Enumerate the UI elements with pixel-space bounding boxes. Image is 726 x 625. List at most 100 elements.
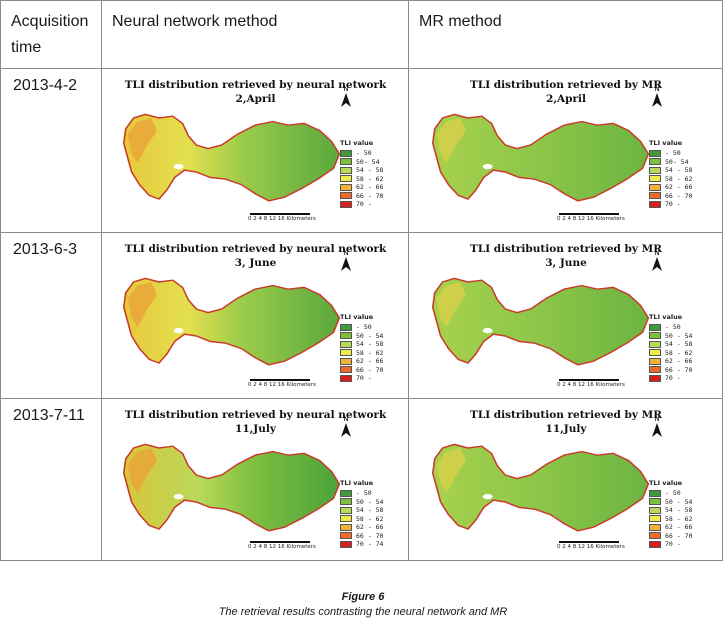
legend-label: 66 - 70: [665, 531, 693, 540]
legend-item: 66 - 70: [649, 532, 692, 541]
tli-legend: TLI value - 50 50 - 54 54 - 58 58 - 62 62 - …: [649, 313, 692, 383]
legend-item: - 50: [340, 323, 383, 332]
legend-label: 62 - 66: [665, 357, 693, 366]
legend-swatch: [649, 158, 661, 166]
legend-label: 50- 54: [665, 157, 689, 166]
legend-title: TLI value: [340, 139, 374, 147]
legend-label: 70 -: [665, 200, 681, 209]
high-tli-patch: [436, 118, 467, 163]
legend-swatch: [649, 540, 661, 548]
legend-label: 50 - 54: [665, 331, 693, 340]
legend-item: 58 - 62: [340, 175, 383, 184]
legend-label: 62 - 66: [356, 523, 384, 532]
legend-swatch: [649, 523, 661, 531]
island: [482, 163, 493, 170]
legend-item: 70 -: [649, 374, 692, 383]
legend-label: 50 - 54: [665, 497, 693, 506]
header-time-line2: time: [11, 39, 42, 56]
map-title: TLI distribution retrieved by neural net…: [124, 409, 387, 421]
map-date: 3, June: [234, 257, 277, 269]
legend-swatch: [649, 374, 661, 382]
legend-label: 62 - 66: [665, 523, 693, 532]
legend-swatch: [649, 498, 661, 506]
legend-swatch: [649, 332, 661, 340]
map-date: 11,July: [235, 423, 276, 435]
legend-item: 70 -: [649, 200, 692, 209]
legend-label: 66 - 70: [665, 365, 693, 374]
legend-item: 66 - 70: [340, 532, 383, 541]
legend-label: 70 -: [665, 540, 681, 549]
legend-item: 62 - 66: [340, 357, 383, 366]
north-arrow-icon: [652, 257, 662, 271]
legend-item: 66 - 70: [649, 366, 692, 375]
map-cell-mr: N TLI distribution retrieved by MR 11,July…: [408, 398, 723, 561]
map-title: TLI distribution retrieved by MR: [470, 409, 662, 421]
map-title: TLI distribution retrieved by neural net…: [124, 243, 387, 255]
legend-swatch: [340, 323, 352, 331]
row-date-cell: 2013-6-3: [0, 232, 102, 399]
tli-map: N: [122, 415, 351, 543]
legend-item: 70 -: [340, 374, 383, 383]
legend-label: 62 - 66: [356, 357, 384, 366]
legend-swatch: [340, 489, 352, 497]
map-title: TLI distribution retrieved by neural net…: [124, 79, 387, 91]
tli-map: N: [122, 85, 351, 215]
acquisition-date: 2013-7-11: [13, 407, 85, 424]
legend-item: 54 - 58: [340, 340, 383, 349]
legend-swatch: [340, 332, 352, 340]
north-arrow-icon: [652, 93, 662, 107]
header-time-line1: Acquisition: [11, 13, 89, 30]
legend-label: 66 - 70: [356, 191, 384, 200]
legend-swatch: [340, 192, 352, 200]
legend-label: 54 - 58: [356, 340, 384, 349]
legend-label: 58 - 62: [356, 174, 384, 183]
legend-item: 54 - 58: [649, 506, 692, 515]
legend-label: 58 - 62: [665, 514, 693, 523]
map-cell-mr: N TLI distribution retrieved by MR 2,April…: [408, 68, 723, 233]
legend-item: 50- 54: [649, 158, 692, 167]
north-arrow-icon: [341, 257, 351, 271]
high-tli-patch: [127, 282, 158, 327]
legend-label: 70 - 74: [356, 540, 384, 549]
legend-title: TLI value: [340, 479, 374, 487]
legend-title: TLI value: [649, 313, 683, 321]
legend-swatch: [340, 506, 352, 514]
legend-item: 62 - 66: [649, 183, 692, 192]
legend-swatch: [649, 175, 661, 183]
legend-swatch: [340, 183, 352, 191]
legend-item: 62 - 66: [340, 183, 383, 192]
legend-label: 54 - 58: [665, 340, 693, 349]
legend-swatch: [649, 506, 661, 514]
legend-swatch: [340, 149, 352, 157]
legend-label: 54 - 58: [356, 166, 384, 175]
legend-item: 66 - 70: [340, 192, 383, 201]
legend-swatch: [649, 183, 661, 191]
legend-label: 58 - 62: [665, 174, 693, 183]
legend-item: - 50: [649, 323, 692, 332]
legend-item: - 50: [340, 489, 383, 498]
map-cell-mr: N TLI distribution retrieved by MR 3, June…: [408, 232, 723, 399]
map-cell-nn: N TLI distribution retrieved by neural ne…: [101, 232, 409, 399]
scale-label: 0 2 4 8 12 16 Kilometers: [248, 544, 316, 550]
legend-item: - 50: [340, 149, 383, 158]
legend-label: 66 - 70: [356, 531, 384, 540]
legend-label: 66 - 70: [665, 191, 693, 200]
map-cell-nn: N TLI distribution retrieved by neural ne…: [101, 68, 409, 233]
acquisition-date: 2013-6-3: [13, 241, 78, 258]
legend-swatch: [649, 340, 661, 348]
acquisition-date: 2013-4-2: [13, 77, 78, 94]
legend-swatch: [649, 149, 661, 157]
legend-label: - 50: [356, 323, 372, 332]
tli-legend: TLI value - 50 50 - 54 54 - 58 58 - 62 62 - …: [340, 313, 383, 383]
scale-label: 0 2 4 8 12 16 Kilometers: [248, 382, 316, 388]
legend-swatch: [340, 366, 352, 374]
legend-item: 70 -: [340, 200, 383, 209]
legend-swatch: [649, 515, 661, 523]
legend-label: - 50: [356, 149, 372, 158]
map-date: 2,April: [546, 93, 586, 105]
legend-label: 58 - 62: [665, 348, 693, 357]
header-neural-network: Neural network method: [101, 0, 409, 69]
scale-bar: [559, 213, 619, 215]
legend-label: - 50: [665, 489, 681, 498]
legend-swatch: [649, 349, 661, 357]
